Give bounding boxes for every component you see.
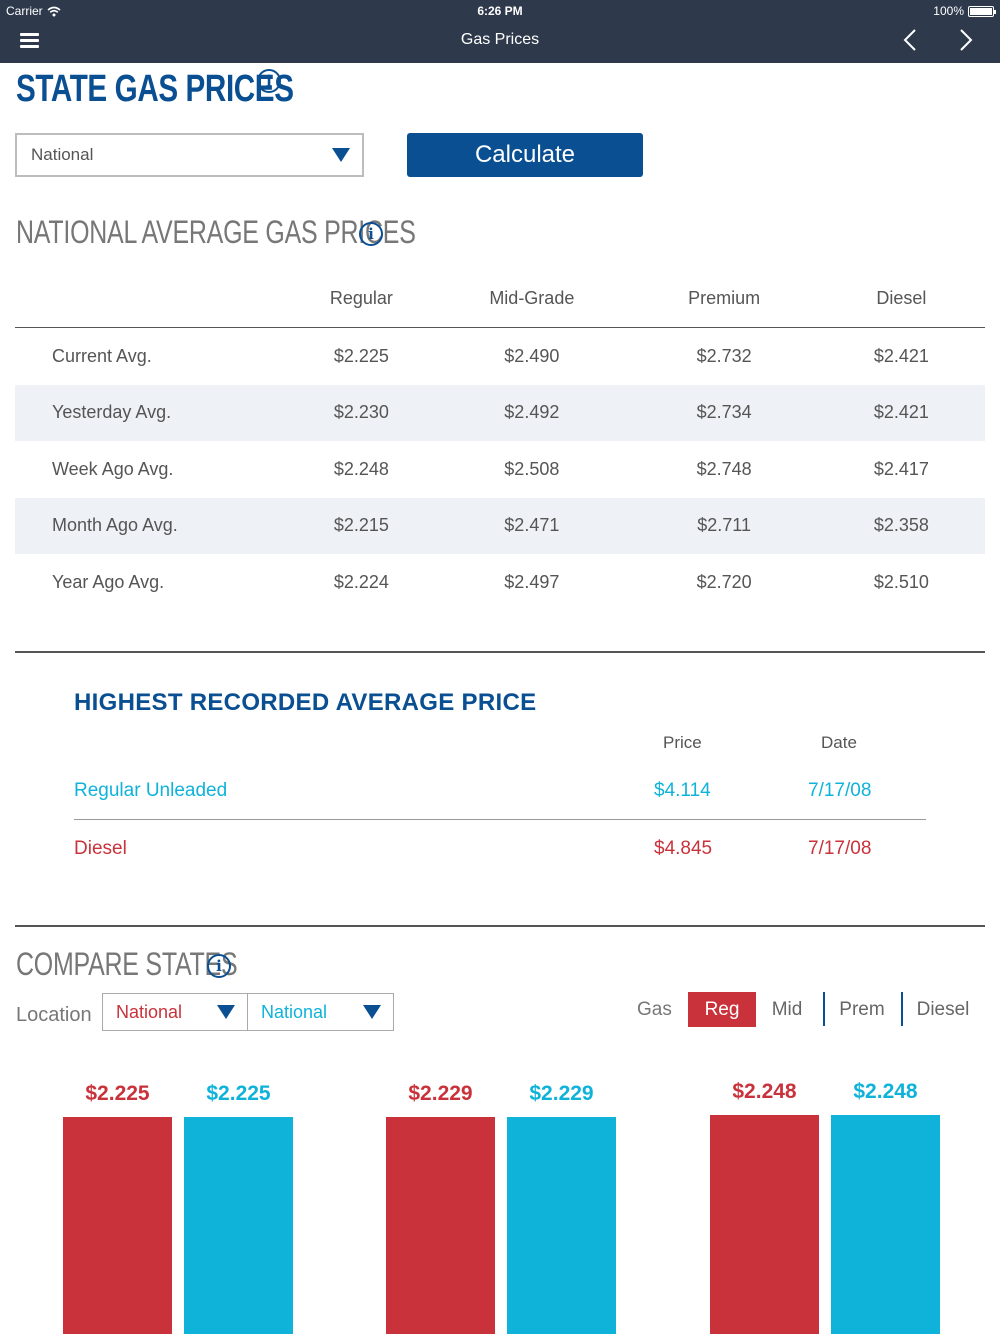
highest-row-diesel: Diesel $4.845 7/17/08 bbox=[74, 820, 926, 878]
state-select[interactable]: National bbox=[15, 133, 364, 177]
table-cell: $2.734 bbox=[696, 402, 752, 423]
row-label: Week Ago Avg. bbox=[52, 458, 174, 479]
record-date: 7/17/08 bbox=[808, 779, 872, 801]
gas-label: Gas bbox=[637, 999, 672, 1020]
dropdown-arrow-icon bbox=[363, 1005, 381, 1019]
price-column-header: Price bbox=[663, 733, 702, 752]
dropdown-arrow-icon bbox=[332, 148, 350, 162]
record-price: $4.845 bbox=[654, 838, 713, 859]
status-time: 6:26 PM bbox=[477, 4, 523, 18]
table-cell: $2.224 bbox=[333, 571, 389, 592]
battery-icon bbox=[968, 5, 996, 17]
chart-bar bbox=[184, 1117, 293, 1334]
bar-value-label: $2.229 bbox=[529, 1082, 594, 1105]
table-cell: $2.225 bbox=[333, 345, 389, 366]
table-row: Year Ago Avg. $2.224 $2.497 $2.720 $2.51… bbox=[15, 554, 985, 611]
carrier-label: Carrier bbox=[6, 4, 43, 18]
bar-value-label: $2.229 bbox=[408, 1082, 473, 1105]
national-average-table: Regular Mid-Grade Premium Diesel Current… bbox=[15, 270, 985, 611]
table-cell: $2.421 bbox=[873, 345, 929, 366]
table-header: Regular Mid-Grade Premium Diesel bbox=[15, 270, 985, 328]
chart-bar bbox=[63, 1117, 172, 1334]
status-bar: Carrier 6:26 PM 100% bbox=[0, 0, 1000, 22]
table-row: Yesterday Avg. $2.230 $2.492 $2.734 $2.4… bbox=[15, 384, 985, 441]
chart-bar bbox=[831, 1115, 940, 1334]
nav-title: Gas Prices bbox=[460, 31, 540, 48]
fuel-label: Diesel bbox=[74, 838, 127, 859]
battery-percent: 100% bbox=[933, 4, 964, 18]
table-cell: $2.748 bbox=[696, 458, 752, 479]
tab-separator bbox=[823, 992, 825, 1026]
calculate-button[interactable]: Calculate bbox=[407, 133, 643, 177]
highest-recorded-title: HIGHEST RECORDED AVERAGE PRICE bbox=[74, 689, 537, 716]
table-cell: $2.490 bbox=[504, 345, 560, 366]
gas-tab-prem[interactable]: Prem bbox=[839, 998, 885, 1020]
compare-states-title: COMPARE STATES bbox=[16, 946, 238, 982]
table-cell: $2.497 bbox=[504, 571, 560, 592]
table-cell: $2.711 bbox=[697, 515, 751, 536]
table-row: Week Ago Avg. $2.248 $2.508 $2.748 $2.41… bbox=[15, 441, 985, 498]
location-b-select[interactable]: National bbox=[247, 993, 394, 1031]
table-cell: $2.510 bbox=[873, 571, 929, 592]
chart-bar bbox=[710, 1115, 819, 1334]
column-header: Diesel bbox=[876, 288, 927, 308]
location-a-value: National bbox=[116, 1001, 183, 1022]
column-header: Mid-Grade bbox=[489, 288, 575, 308]
info-icon[interactable]: i bbox=[359, 222, 383, 246]
table-row: Current Avg. $2.225 $2.490 $2.732 $2.421 bbox=[15, 328, 985, 385]
column-header: Regular bbox=[329, 288, 393, 308]
bar-value-label: $2.248 bbox=[853, 1080, 918, 1103]
table-cell: $2.471 bbox=[504, 515, 560, 536]
tab-separator bbox=[901, 992, 903, 1026]
table-row: Month Ago Avg. $2.215 $2.471 $2.711 $2.3… bbox=[15, 497, 985, 554]
carrier-indicator: Carrier bbox=[6, 4, 61, 18]
table-cell: $2.248 bbox=[333, 458, 389, 479]
chevron-left-icon[interactable] bbox=[900, 28, 920, 52]
table-cell: $2.720 bbox=[696, 571, 752, 592]
bar-value-label: $2.225 bbox=[206, 1082, 271, 1105]
chart-bar bbox=[386, 1117, 495, 1334]
section-divider bbox=[15, 651, 985, 653]
table-cell: $2.421 bbox=[873, 402, 929, 423]
record-price: $4.114 bbox=[654, 779, 711, 801]
section-divider bbox=[15, 925, 985, 927]
fuel-label: Regular Unleaded bbox=[74, 779, 228, 801]
row-label: Month Ago Avg. bbox=[52, 515, 178, 536]
date-column-header: Date bbox=[821, 733, 857, 752]
table-cell: $2.230 bbox=[333, 402, 389, 423]
dropdown-arrow-icon bbox=[217, 1005, 235, 1019]
table-cell: $2.732 bbox=[696, 345, 752, 366]
battery-indicator: 100% bbox=[933, 4, 996, 18]
location-label: Location bbox=[16, 1004, 92, 1026]
location-b-value: National bbox=[261, 1001, 328, 1022]
gas-tab-reg[interactable]: Reg bbox=[688, 992, 756, 1027]
wifi-icon bbox=[47, 6, 61, 16]
navigation-bar: Carrier 6:26 PM 100% Gas Prices bbox=[0, 0, 1000, 63]
highest-row-regular: Regular Unleaded $4.114 7/17/08 bbox=[74, 762, 926, 820]
table-cell: $2.492 bbox=[504, 402, 560, 423]
info-icon[interactable]: i bbox=[257, 69, 281, 93]
info-icon[interactable]: i bbox=[207, 954, 231, 978]
compare-bar-chart: $2.225 $2.229 $2.248 $2.225 $2.229 $2.248 bbox=[0, 1040, 1000, 1334]
table-cell: $2.508 bbox=[504, 458, 560, 479]
location-a-select[interactable]: National bbox=[102, 993, 248, 1031]
record-date: 7/17/08 bbox=[808, 838, 872, 859]
table-cell: $2.215 bbox=[333, 515, 389, 536]
hamburger-menu-icon[interactable] bbox=[20, 33, 39, 48]
table-cell: $2.358 bbox=[873, 515, 929, 536]
gas-tab-diesel[interactable]: Diesel bbox=[916, 998, 970, 1020]
national-average-title: NATIONAL AVERAGE GAS PRICES bbox=[16, 214, 416, 250]
chevron-right-icon[interactable] bbox=[956, 28, 976, 52]
row-label: Current Avg. bbox=[52, 345, 152, 366]
row-label: Year Ago Avg. bbox=[52, 571, 165, 592]
chart-bar bbox=[507, 1117, 616, 1334]
gas-tab-mid[interactable]: Mid bbox=[771, 998, 803, 1020]
row-label: Yesterday Avg. bbox=[52, 402, 172, 423]
column-header: Premium bbox=[688, 288, 761, 308]
bar-value-label: $2.248 bbox=[732, 1080, 797, 1103]
page-title: STATE GAS PRICES bbox=[16, 68, 294, 110]
bar-value-label: $2.225 bbox=[85, 1082, 150, 1105]
state-select-value: National bbox=[31, 145, 94, 164]
table-cell: $2.417 bbox=[873, 458, 929, 479]
